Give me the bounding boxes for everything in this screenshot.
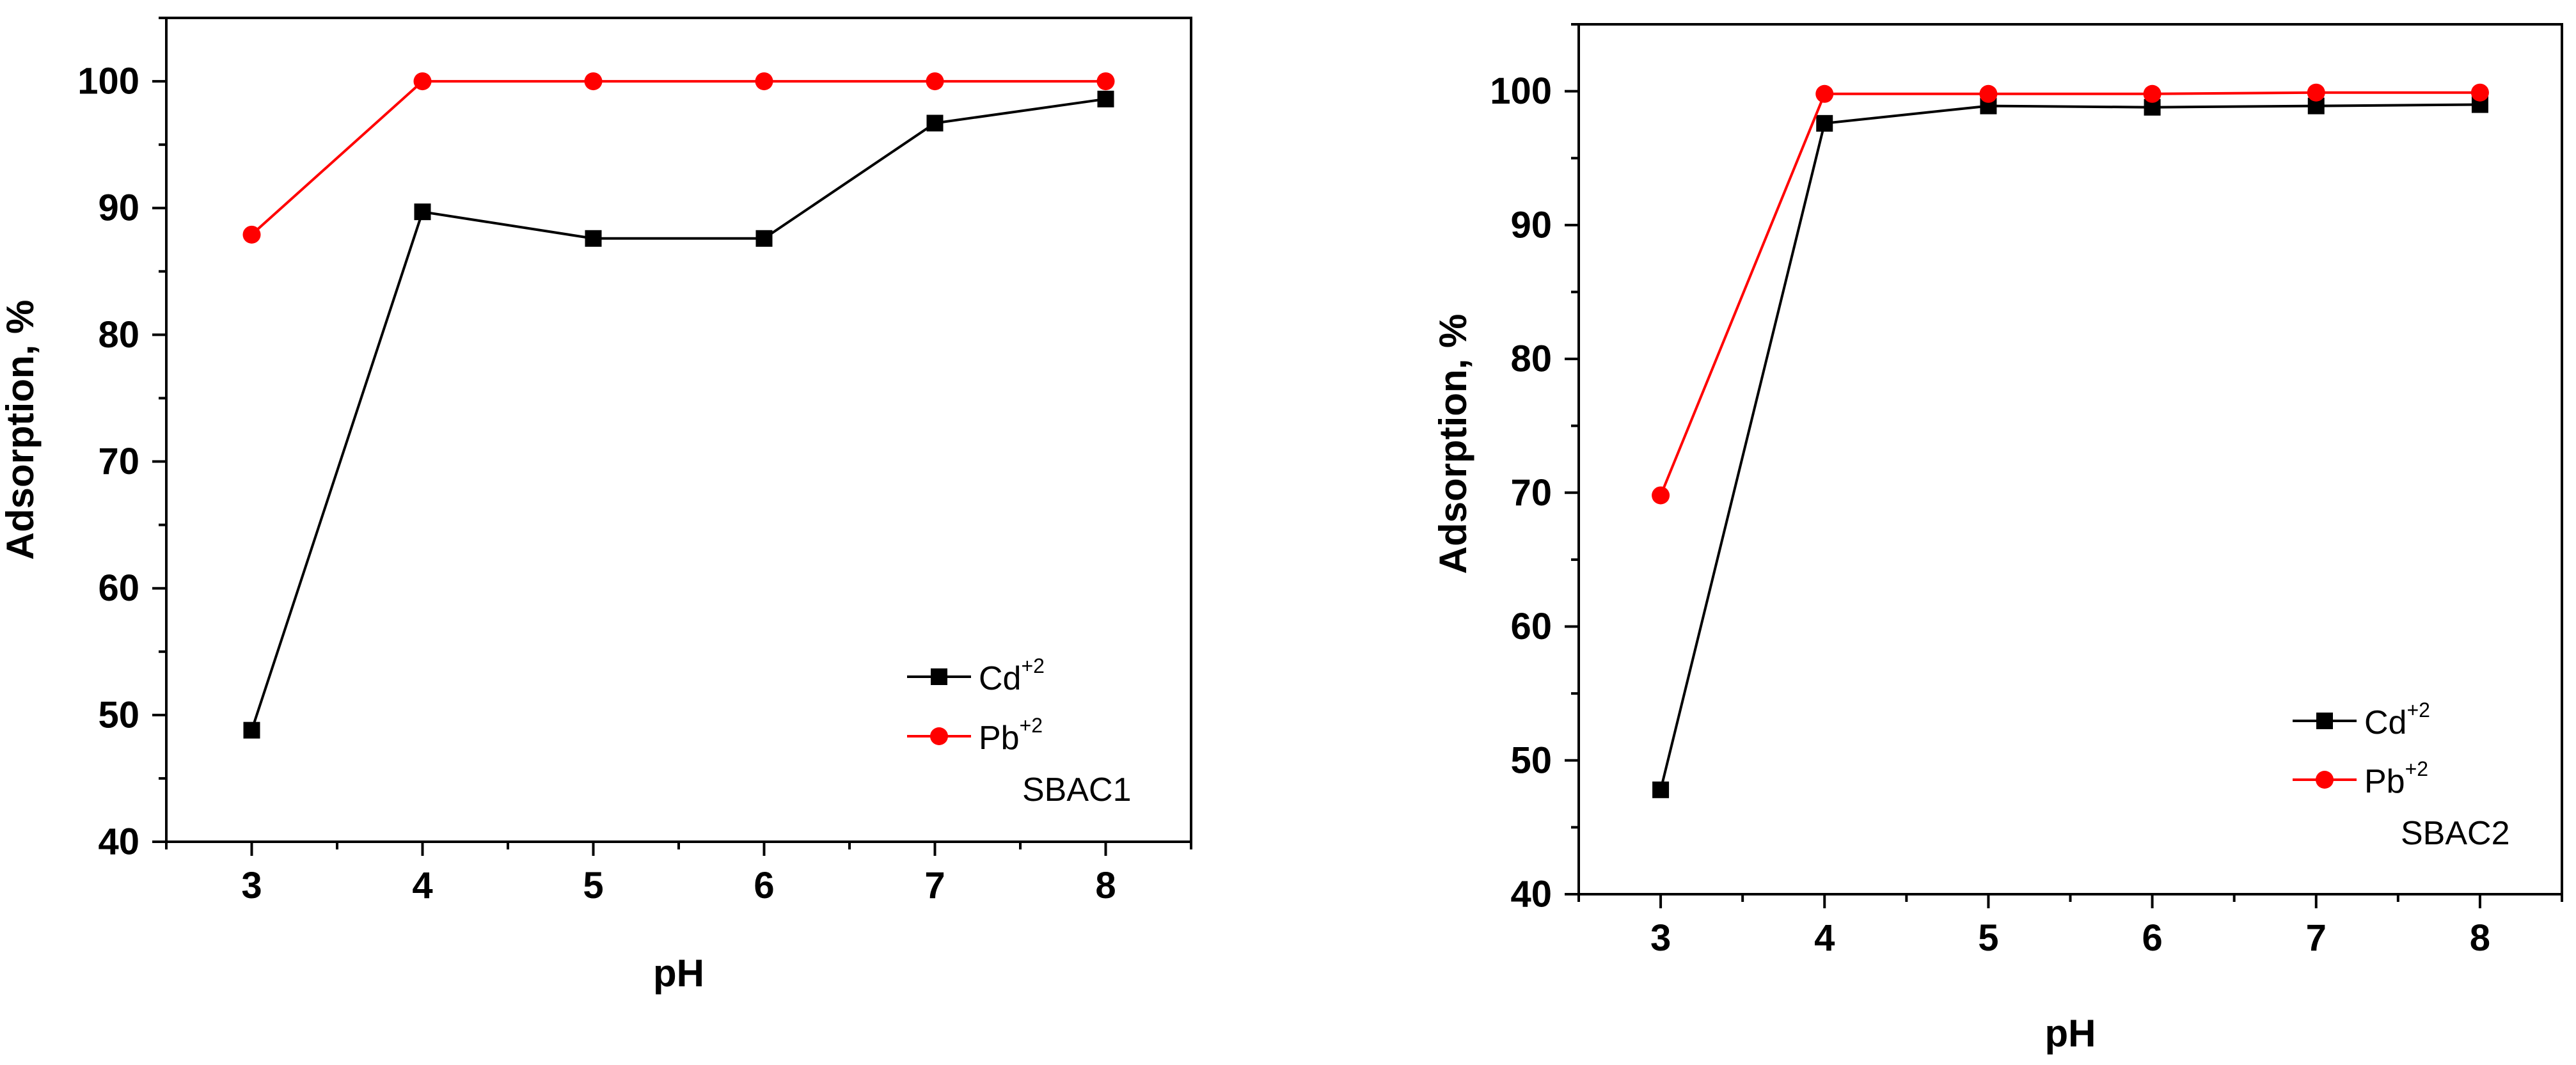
data-point-cd — [1652, 781, 1670, 798]
legend-marker-pb — [2316, 771, 2334, 789]
y-tick-label: 100 — [1490, 70, 1552, 112]
data-point-pb — [1096, 72, 1115, 91]
data-point-pb — [2470, 83, 2489, 102]
x-tick-label: 7 — [924, 865, 945, 906]
x-axis-title: pH — [653, 952, 704, 995]
legend-marker-cd — [931, 668, 947, 685]
data-point-pb — [413, 72, 432, 91]
data-point-pb — [2307, 83, 2325, 102]
chart-panel-sbac1: 40 50 60 70 80 90 100 3 4 5 6 7 8 pH Adsorption, % Cd+2… — [0, 17, 1192, 995]
y-tick-label: 90 — [98, 187, 139, 229]
x-tick-label: 8 — [2470, 917, 2490, 959]
y-tick-label: 50 — [1510, 739, 1552, 781]
x-tick-label: 3 — [1650, 917, 1671, 959]
data-point-pb — [242, 225, 261, 244]
legend: Cd+2 Pb+2 — [907, 654, 1045, 757]
data-point-cd — [755, 230, 773, 247]
x-tick-label: 4 — [412, 865, 432, 906]
data-point-cd — [1816, 114, 1833, 132]
data-point-cd — [1097, 90, 1114, 107]
legend-label-pb: Pb+2 — [979, 714, 1043, 757]
data-point-cd — [585, 230, 602, 247]
x-tick-label: 7 — [2306, 917, 2327, 959]
data-point-pb — [926, 72, 944, 91]
x-tick-label: 5 — [583, 865, 603, 906]
data-point-pb — [2143, 84, 2161, 103]
data-point-pb — [1652, 486, 1670, 505]
y-tick-label: 60 — [98, 567, 139, 609]
series-line-cd — [1659, 103, 2480, 791]
y-tick-label: 40 — [1510, 874, 1552, 915]
series-line-cd — [250, 97, 1106, 731]
y-tick-label: 100 — [77, 61, 139, 102]
legend-marker-pb — [930, 727, 948, 745]
data-point-pb — [584, 72, 603, 91]
x-tick-label: 8 — [1095, 865, 1116, 906]
data-point-pb — [755, 72, 773, 91]
y-tick-label: 70 — [1510, 472, 1552, 514]
chart-panel-sbac2: 40 50 60 70 80 90 100 3 4 5 6 7 8 pH Adsorption, % Cd+2… — [1432, 23, 2563, 1055]
x-tick-label: 3 — [241, 865, 262, 906]
series-line-pb — [251, 80, 1106, 236]
data-point-pb — [1815, 84, 1834, 103]
y-tick-label: 80 — [1510, 338, 1552, 380]
y-tick-label: 70 — [98, 441, 139, 482]
panel-label: SBAC1 — [1022, 771, 1132, 809]
panel-label: SBAC2 — [2401, 815, 2510, 852]
y-tick-label: 40 — [98, 821, 139, 863]
y-tick-label: 60 — [1510, 606, 1552, 647]
y-tick-label: 50 — [98, 694, 139, 736]
y-tick-label: 80 — [98, 314, 139, 356]
y-axis-title: Adsorption, % — [1432, 314, 1474, 574]
data-point-pb — [1979, 84, 1998, 103]
series-line-pb — [1659, 91, 2480, 496]
legend-label-cd: Cd+2 — [2364, 698, 2430, 741]
data-point-cd — [243, 722, 260, 739]
legend-label-cd: Cd+2 — [979, 654, 1045, 697]
x-tick-label: 6 — [754, 865, 774, 906]
y-axis-title: Adsorption, % — [0, 300, 42, 560]
legend-marker-cd — [2316, 713, 2333, 729]
x-tick-label: 4 — [1814, 917, 1835, 959]
y-tick-label: 90 — [1510, 204, 1552, 246]
data-point-cd — [926, 114, 944, 132]
x-tick-label: 5 — [1978, 917, 1998, 959]
legend: Cd+2 Pb+2 — [2293, 698, 2430, 800]
x-tick-label: 6 — [2142, 917, 2162, 959]
data-point-cd — [414, 203, 431, 221]
legend-label-pb: Pb+2 — [2364, 757, 2428, 800]
x-axis-title: pH — [2045, 1012, 2096, 1055]
